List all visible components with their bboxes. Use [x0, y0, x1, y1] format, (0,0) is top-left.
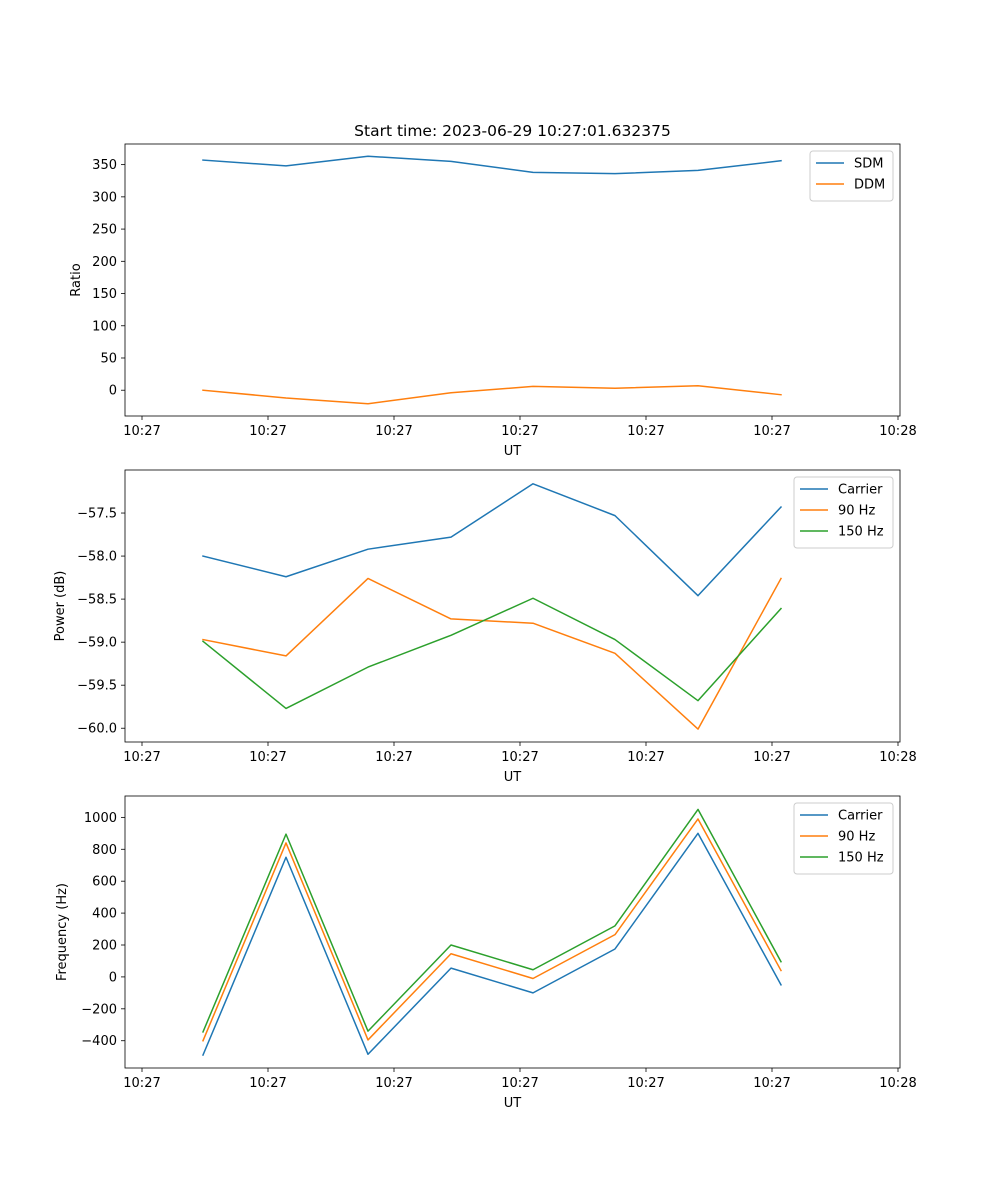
y-tick-label: 100	[92, 319, 117, 334]
x-tick-label: 10:27	[753, 1076, 790, 1091]
x-tick-label: 10:27	[627, 750, 664, 765]
x-axis-label: UT	[504, 444, 522, 459]
y-tick-label: 1000	[84, 811, 117, 826]
legend-label: Carrier	[838, 483, 883, 498]
x-tick-label: 10:27	[123, 424, 160, 439]
y-tick-label: 600	[92, 875, 117, 890]
x-tick-label: 10:27	[753, 750, 790, 765]
x-tick-label: 10:27	[249, 1076, 286, 1091]
y-tick-label: −59.0	[77, 636, 117, 651]
x-tick-label: 10:27	[123, 750, 160, 765]
y-axis-label: Ratio	[69, 263, 84, 296]
x-tick-label: 10:28	[879, 1076, 916, 1091]
y-tick-label: 400	[92, 907, 117, 922]
series-line-sdm	[202, 155, 782, 175]
x-tick-label: 10:27	[753, 424, 790, 439]
y-tick-label: 250	[92, 223, 117, 238]
series-line-150-hz	[202, 808, 783, 1033]
axes-frame	[124, 469, 901, 743]
x-tick-label: 10:28	[879, 424, 916, 439]
x-tick-label: 10:27	[627, 1076, 664, 1091]
legend: Carrier 90 Hz 150 Hz	[793, 476, 894, 549]
series-line-carrier	[202, 483, 783, 597]
y-tick-label: −57.5	[77, 507, 117, 522]
x-tick-label: 10:27	[375, 750, 412, 765]
y-tick-label: 300	[92, 190, 117, 205]
x-tick-label: 10:27	[375, 424, 412, 439]
y-tick-label: −59.5	[77, 679, 117, 694]
legend-label: SDM	[854, 157, 883, 172]
series-line-90-hz	[202, 818, 783, 1042]
y-tick-label: 800	[92, 843, 117, 858]
legend-label: 90 Hz	[838, 504, 875, 519]
x-tick-label: 10:27	[501, 424, 538, 439]
x-tick-label: 10:27	[501, 750, 538, 765]
x-tick-label: 10:27	[627, 424, 664, 439]
y-tick-label: −58.5	[77, 593, 117, 608]
axes-frame	[124, 143, 901, 417]
y-tick-label: 0	[109, 384, 117, 399]
x-axis-label: UT	[504, 770, 522, 785]
axes-2: 10:27 10:27 10:27 10:27 10:27 10:27 10:28 UT −60…	[53, 469, 917, 785]
y-tick-label: 350	[92, 158, 117, 173]
axes-3: 10:27 10:27 10:27 10:27 10:27 10:27 10:28 UT −40…	[55, 795, 917, 1111]
y-axis-label: Frequency (Hz)	[55, 883, 70, 981]
y-tick-label: 200	[92, 939, 117, 954]
x-tick-label: 10:27	[501, 1076, 538, 1091]
series-line-150-hz	[201, 597, 783, 710]
axes-frame	[124, 795, 901, 1069]
x-tick-label: 10:27	[249, 750, 286, 765]
chart-title: Start time: 2023-06-29 10:27:01.632375	[354, 122, 671, 140]
series-line-90-hz	[202, 577, 783, 730]
x-tick-label: 10:27	[249, 424, 286, 439]
y-tick-label: −400	[81, 1034, 117, 1049]
axes-1: Start time: 2023-06-29 10:27:01.632375 10…	[69, 122, 917, 459]
series-line-ddm	[202, 384, 782, 405]
x-tick-label: 10:27	[123, 1076, 160, 1091]
legend-label: 150 Hz	[838, 851, 884, 866]
legend-label: Carrier	[838, 809, 883, 824]
y-tick-label: 50	[100, 351, 117, 366]
legend-label: 90 Hz	[838, 830, 875, 845]
legend-label: 150 Hz	[838, 525, 884, 540]
legend: SDM DDM	[809, 150, 894, 202]
x-axis-label: UT	[504, 1096, 522, 1111]
y-tick-label: 200	[92, 255, 117, 270]
x-tick-label: 10:28	[879, 750, 916, 765]
y-tick-label: 0	[109, 970, 117, 985]
y-tick-label: 150	[92, 287, 117, 302]
x-tick-label: 10:27	[375, 1076, 412, 1091]
legend: Carrier 90 Hz 150 Hz	[793, 802, 894, 875]
series-line-carrier	[202, 832, 783, 1057]
y-tick-label: −60.0	[77, 722, 117, 737]
legend-label: DDM	[854, 178, 885, 193]
y-axis-label: Power (dB)	[53, 571, 68, 642]
y-tick-label: −58.0	[77, 550, 117, 565]
y-tick-label: −200	[81, 1002, 117, 1017]
